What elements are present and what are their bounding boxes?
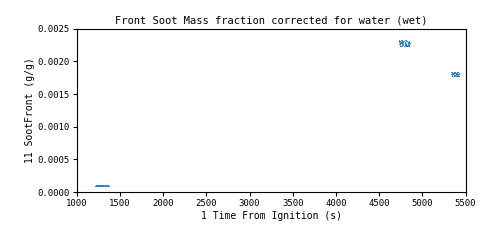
Title: Front Soot Mass fraction corrected for water (wet): Front Soot Mass fraction corrected for w… [115,15,428,25]
X-axis label: 1 Time From Ignition (s): 1 Time From Ignition (s) [201,211,342,221]
Y-axis label: 11 SootFront (g/g): 11 SootFront (g/g) [25,58,35,163]
